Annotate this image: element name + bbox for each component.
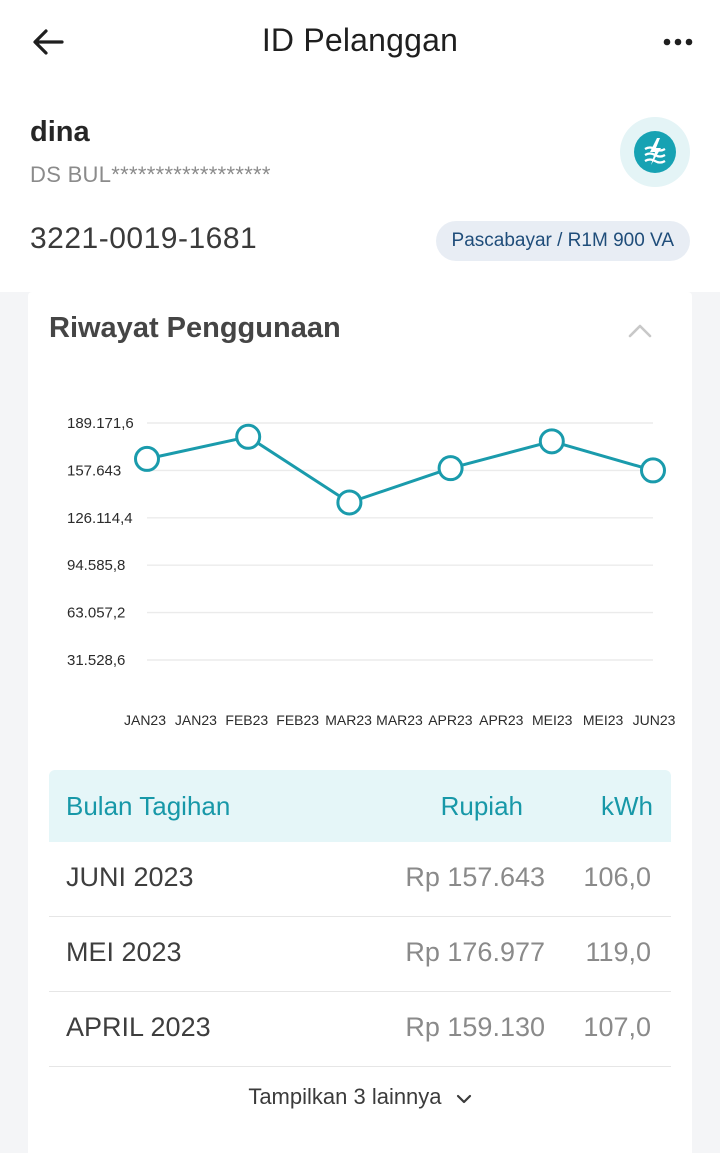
header-rupiah: Rupiah	[440, 791, 523, 821]
more-options-button[interactable]	[658, 26, 698, 58]
page-title: ID Pelanggan	[261, 22, 459, 58]
data-point[interactable]	[538, 428, 565, 455]
customer-name: dina	[30, 116, 90, 148]
y-tick-label: 189.171,6	[67, 415, 134, 432]
header-month: Bulan Tagihan	[66, 791, 231, 821]
x-tick-label: APR23	[479, 712, 524, 728]
x-tick-label: MEI23	[583, 712, 624, 728]
usage-series-line	[146, 435, 654, 504]
x-tick-label: JAN23	[124, 712, 166, 728]
y-tick-label: 126.114,4	[67, 510, 133, 527]
row-rupiah: Rp 176.977	[405, 937, 545, 967]
data-point[interactable]	[437, 455, 464, 482]
pln-logo	[620, 117, 690, 187]
chevron-up-icon	[628, 324, 652, 338]
row-rupiah: Rp 157.643	[405, 862, 545, 892]
row-kwh: 106,0	[583, 862, 651, 892]
x-tick-label: MAR23	[376, 712, 423, 728]
x-tick-label: MAR23	[325, 712, 372, 728]
x-tick-label: MEI23	[532, 712, 573, 728]
header-kwh: kWh	[601, 791, 653, 821]
top-app-bar: ID Pelanggan	[0, 0, 720, 88]
row-month: MEI 2023	[66, 937, 182, 967]
y-tick-label: 157.643	[67, 462, 121, 479]
customer-masked-name: DS BUL******************	[30, 162, 271, 187]
y-tick-label: 63.057,2	[67, 605, 125, 622]
data-point[interactable]	[336, 489, 363, 516]
row-rupiah: Rp 159.130	[405, 1012, 545, 1042]
table-row[interactable]: MEI 2023 Rp 176.977 119,0	[49, 917, 671, 992]
data-point[interactable]	[134, 445, 160, 472]
table-row[interactable]: JUNI 2023 Rp 157.643 106,0	[49, 842, 671, 917]
pln-logo-icon	[634, 131, 676, 173]
y-tick-label: 31.528,6	[67, 652, 125, 669]
customer-info: dina DS BUL****************** 3221-0019-…	[0, 88, 720, 292]
x-tick-label: FEB23	[276, 712, 319, 728]
row-kwh: 119,0	[585, 937, 651, 967]
chevron-down-icon	[456, 1085, 472, 1111]
more-horizontal-icon	[663, 38, 693, 46]
show-more-label: Tampilkan 3 lainnya	[248, 1084, 442, 1109]
show-more-button[interactable]: Tampilkan 3 lainnya	[28, 1084, 692, 1111]
row-month: JUNI 2023	[66, 862, 194, 892]
arrow-left-icon	[33, 29, 64, 55]
row-month: APRIL 2023	[66, 1012, 211, 1042]
tariff-badge: Pascabayar / R1M 900 VA	[435, 221, 690, 261]
row-kwh: 107,0	[583, 1012, 651, 1042]
data-point[interactable]	[640, 457, 666, 484]
usage-line-chart: 31.528,6 63.057,2 94.585,8 126.114,4 157.643…	[67, 415, 676, 728]
customer-id: 3221-0019-1681	[30, 222, 258, 255]
table-row[interactable]: APRIL 2023 Rp 159.130 107,0	[49, 992, 671, 1067]
x-tick-label: JUN23	[633, 712, 676, 728]
collapse-button[interactable]	[624, 318, 656, 344]
back-button[interactable]	[26, 22, 70, 62]
usage-history-title: Riwayat Penggunaan	[49, 312, 341, 344]
x-tick-label: JAN23	[175, 712, 217, 728]
data-point[interactable]	[235, 423, 262, 450]
usage-history-card: Riwayat Penggunaan 31.528,6 63.057,2 94.58…	[28, 292, 692, 1153]
x-tick-label: FEB23	[225, 712, 268, 728]
y-tick-label: 94.585,8	[67, 557, 125, 574]
x-tick-label: APR23	[428, 712, 473, 728]
billing-table-header: Bulan Tagihan Rupiah kWh	[49, 770, 671, 842]
